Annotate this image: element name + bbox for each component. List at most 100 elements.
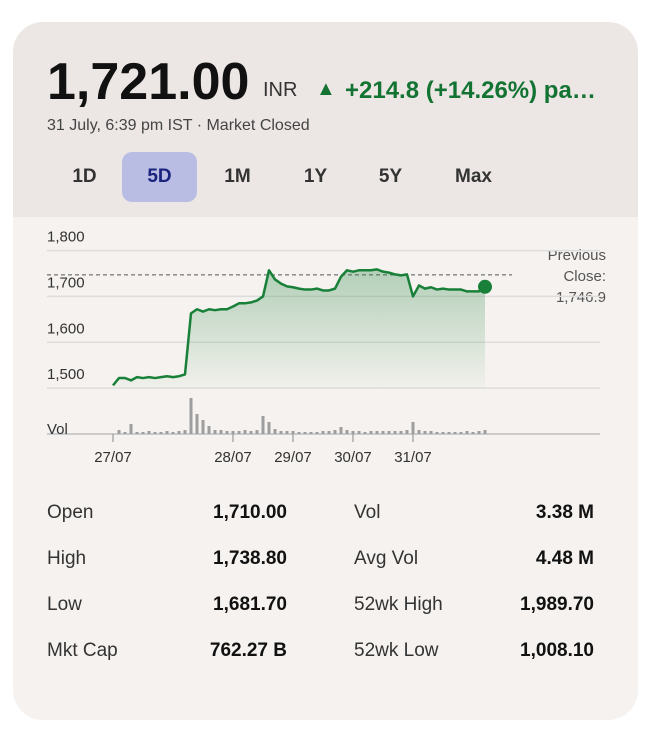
volume-bar: [237, 431, 241, 434]
volume-bar: [381, 431, 385, 434]
volume-bar: [357, 431, 361, 434]
tab[interactable]: 1D: [72, 166, 97, 187]
header-panel: [13, 22, 638, 217]
volume-bar: [243, 430, 247, 434]
stat-label: Vol: [354, 502, 381, 523]
stat-value: 1,710.00: [213, 502, 287, 523]
stat-value: 1,738.80: [213, 548, 287, 569]
volume-bar: [141, 432, 145, 434]
volume-bar: [219, 430, 223, 434]
volume-bar: [195, 414, 199, 434]
stat-label: 52wk High: [354, 594, 443, 615]
volume-bar: [255, 430, 259, 434]
volume-bar: [303, 432, 307, 434]
previous-close-value: 1,746.9: [555, 289, 606, 306]
subtitle: 31 July, 6:39 pm IST · Market Closed: [47, 117, 310, 134]
volume-bar: [465, 431, 469, 434]
volume-bar: [213, 430, 217, 434]
stat-label: 52wk Low: [354, 640, 439, 661]
volume-bar: [165, 431, 169, 434]
volume-bar: [375, 431, 379, 434]
volume-bar: [177, 431, 181, 434]
volume-bar: [309, 432, 313, 434]
volume-bar: [279, 431, 283, 434]
volume-bar: [393, 431, 397, 434]
volume-bar: [123, 432, 127, 434]
price: 1,721.00: [47, 53, 250, 111]
volume-bar: [297, 432, 301, 434]
tab[interactable]: 5D: [122, 152, 197, 202]
tab[interactable]: Max: [455, 166, 492, 187]
volume-bar: [417, 430, 421, 434]
x-tick-label: 30/07: [334, 449, 372, 466]
volume-label: Vol: [47, 421, 68, 438]
volume-bar: [423, 431, 427, 434]
volume-bar: [399, 431, 403, 434]
volume-bar: [315, 432, 319, 434]
volume-bar: [183, 430, 187, 434]
volume-bar: [411, 422, 415, 434]
x-tick-label: 28/07: [214, 449, 252, 466]
volume-bar: [447, 432, 451, 434]
currency: INR: [263, 79, 298, 101]
volume-bar: [477, 431, 481, 434]
up-arrow: ▲: [316, 78, 336, 100]
stat-label: Open: [47, 502, 94, 523]
y-tick-label: 1,800: [47, 229, 85, 246]
volume-bar: [273, 429, 277, 434]
volume-bar: [117, 430, 121, 434]
volume-bar: [207, 426, 211, 434]
price-line: [112, 268, 486, 387]
last-point: [478, 279, 492, 294]
volume-bar: [153, 432, 157, 434]
volume-bar: [363, 432, 367, 434]
stat-value: 762.27 B: [209, 640, 287, 661]
stat-value: 1,681.70: [213, 594, 287, 615]
volume-bar: [339, 427, 343, 434]
x-tick-label: 31/07: [394, 449, 432, 466]
volume-bar: [159, 432, 163, 434]
volume-bar: [387, 431, 391, 434]
volume-bar: [441, 432, 445, 434]
volume-bar: [327, 431, 331, 434]
stat-label: Mkt Cap: [47, 640, 118, 661]
stat-label: Avg Vol: [354, 548, 419, 569]
volume-bar: [225, 431, 229, 434]
stat-value: 1,008.10: [520, 640, 594, 661]
volume-bar: [285, 431, 289, 434]
volume-bar: [189, 398, 193, 434]
volume-bar: [267, 422, 271, 434]
volume-bar: [321, 431, 325, 434]
y-tick-label: 1,500: [47, 366, 85, 383]
volume-bar: [135, 432, 139, 434]
volume-bar: [351, 431, 355, 434]
volume-bar: [201, 420, 205, 434]
change: +214.8 (+14.26%) pa…: [345, 77, 596, 104]
stat-label: High: [47, 548, 87, 569]
volume-bar: [471, 432, 475, 434]
volume-bar: [171, 432, 175, 434]
x-tick-label: 29/07: [274, 449, 312, 466]
volume-bar: [405, 430, 409, 434]
volume-bar: [333, 430, 337, 434]
stat-value: 4.48 M: [535, 548, 594, 569]
volume-bar: [249, 431, 253, 434]
volume-bar: [369, 431, 373, 434]
volume-bar: [129, 424, 133, 434]
area: [113, 269, 485, 388]
volume-bar: [231, 431, 235, 434]
y-tick-label: 1,700: [47, 274, 85, 291]
volume-bar: [435, 432, 439, 434]
volume-bar: [291, 431, 295, 434]
card: 1,721.00 INR ▲ +214.8 (+14.26%) pa… 31 J…: [13, 22, 638, 720]
stat-value: 3.38 M: [535, 502, 594, 523]
tab[interactable]: 1M: [224, 166, 251, 187]
tab[interactable]: 1Y: [303, 166, 328, 187]
volume-bar: [483, 430, 487, 434]
stat-label: Low: [47, 594, 82, 615]
stat-value: 1,989.70: [520, 594, 594, 615]
tab[interactable]: 5Y: [378, 166, 403, 187]
volume-bar: [459, 432, 463, 434]
